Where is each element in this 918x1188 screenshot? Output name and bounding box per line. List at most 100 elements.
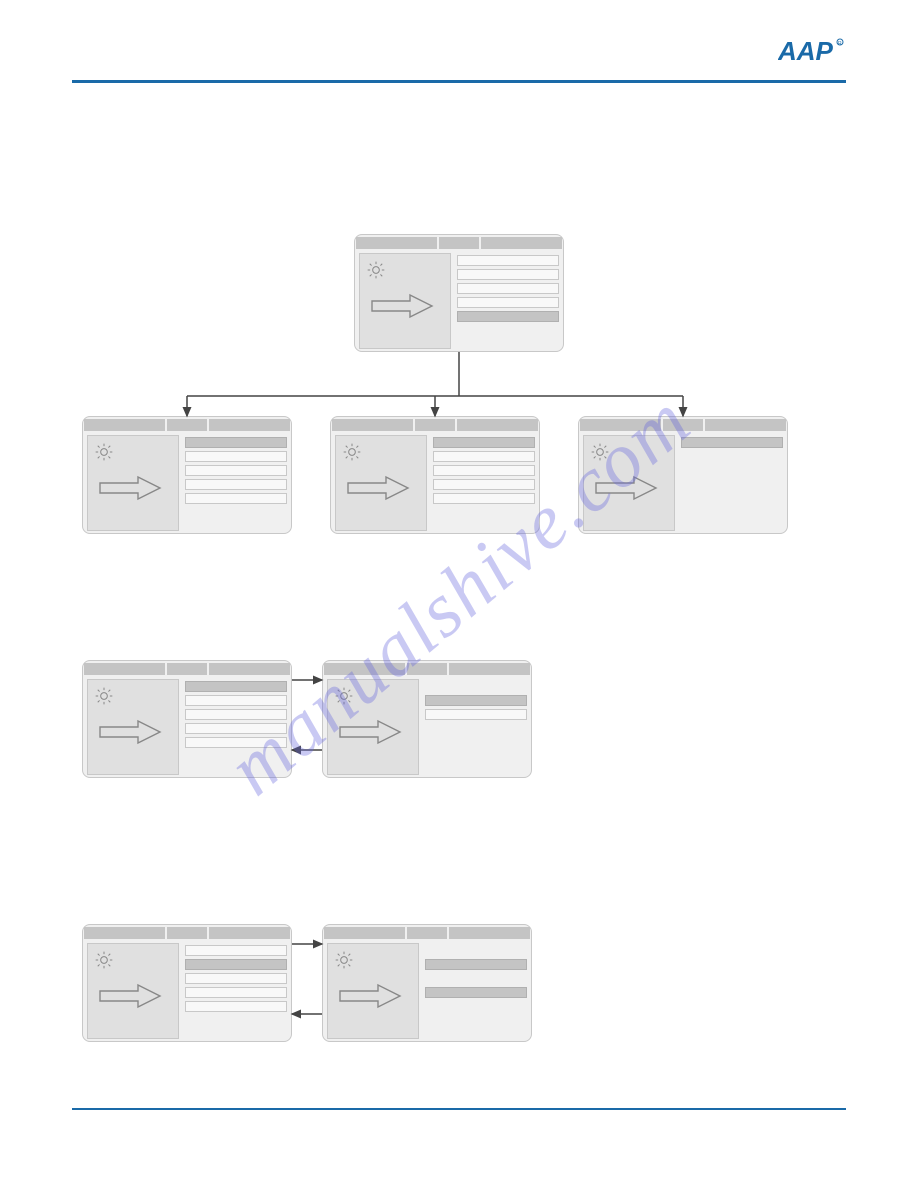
sun-icon — [94, 686, 114, 706]
tab — [663, 419, 703, 431]
panel-s3_r — [322, 924, 532, 1042]
panel-row — [425, 987, 527, 998]
sun-icon — [590, 442, 610, 462]
tab — [324, 927, 405, 939]
panel-preview — [87, 679, 179, 775]
panel-tabs — [323, 661, 531, 675]
panel-preview — [335, 435, 427, 531]
panel-row — [425, 695, 527, 706]
panel-row — [433, 451, 535, 462]
tab — [449, 927, 530, 939]
tab — [580, 419, 661, 431]
panel-row — [185, 479, 287, 490]
arrow-icon — [98, 982, 164, 1010]
header-rule — [72, 80, 846, 83]
panel-row — [457, 255, 559, 266]
panel-list — [433, 435, 535, 531]
panel-row — [185, 709, 287, 720]
panel-row — [681, 465, 783, 476]
panel-row — [457, 269, 559, 280]
panel-row — [457, 311, 559, 322]
arrow-icon — [98, 474, 164, 502]
sun-icon — [366, 260, 386, 280]
arrow-icon — [98, 718, 164, 746]
panel-list — [185, 943, 287, 1039]
tab — [457, 419, 538, 431]
panel-tabs — [83, 417, 291, 431]
tab — [356, 237, 437, 249]
tab — [324, 663, 405, 675]
panel-mid_l — [82, 416, 292, 534]
panel-preview — [327, 943, 419, 1039]
panel-tabs — [355, 235, 563, 249]
tab — [167, 927, 207, 939]
panel-s2_l — [82, 660, 292, 778]
panel-tabs — [579, 417, 787, 431]
panel-row — [185, 695, 287, 706]
arrow-icon — [338, 982, 404, 1010]
panel-mid_r — [578, 416, 788, 534]
tab — [209, 663, 290, 675]
panel-row — [425, 737, 527, 748]
arrow-icon — [370, 292, 436, 320]
tab — [332, 419, 413, 431]
panel-list — [681, 435, 783, 531]
panel-row — [185, 973, 287, 984]
panel-row — [185, 959, 287, 970]
panel-row — [185, 437, 287, 448]
panel-top — [354, 234, 564, 352]
panel-row — [681, 493, 783, 504]
panel-row — [185, 737, 287, 748]
panel-preview — [87, 435, 179, 531]
sun-icon — [94, 442, 114, 462]
panel-row — [185, 465, 287, 476]
panel-row — [185, 987, 287, 998]
tab — [84, 419, 165, 431]
panel-list — [457, 253, 559, 349]
panel-s2_r — [322, 660, 532, 778]
panel-s3_l — [82, 924, 292, 1042]
arrow-icon — [338, 718, 404, 746]
tab — [167, 419, 207, 431]
panel-row — [425, 681, 527, 692]
panel-list — [185, 435, 287, 531]
panel-row — [433, 465, 535, 476]
panel-preview — [87, 943, 179, 1039]
panel-preview — [359, 253, 451, 349]
panel-tabs — [323, 925, 531, 939]
panel-row — [433, 479, 535, 490]
panel-list — [185, 679, 287, 775]
panel-list — [425, 943, 527, 1039]
sun-icon — [334, 686, 354, 706]
panel-row — [681, 451, 783, 462]
panel-tabs — [83, 661, 291, 675]
sun-icon — [334, 950, 354, 970]
panel-preview — [327, 679, 419, 775]
brand-logo: AAP R — [778, 34, 846, 70]
panel-list — [425, 679, 527, 775]
tab — [209, 419, 290, 431]
panel-row — [185, 451, 287, 462]
panel-tabs — [83, 925, 291, 939]
panel-row — [425, 1001, 527, 1012]
tab — [481, 237, 562, 249]
panel-preview — [583, 435, 675, 531]
panel-row — [185, 723, 287, 734]
footer-rule — [72, 1108, 846, 1110]
panel-row — [185, 945, 287, 956]
panel-row — [457, 283, 559, 294]
panel-mid_c — [330, 416, 540, 534]
tab — [449, 663, 530, 675]
panel-row — [425, 959, 527, 970]
tab — [84, 663, 165, 675]
svg-text:R: R — [838, 41, 842, 47]
panel-row — [433, 437, 535, 448]
tab — [415, 419, 455, 431]
sun-icon — [342, 442, 362, 462]
arrow-icon — [594, 474, 660, 502]
tab — [705, 419, 786, 431]
arrow-icon — [346, 474, 412, 502]
panel-row — [425, 723, 527, 734]
panel-row — [425, 945, 527, 956]
panel-row — [457, 297, 559, 308]
